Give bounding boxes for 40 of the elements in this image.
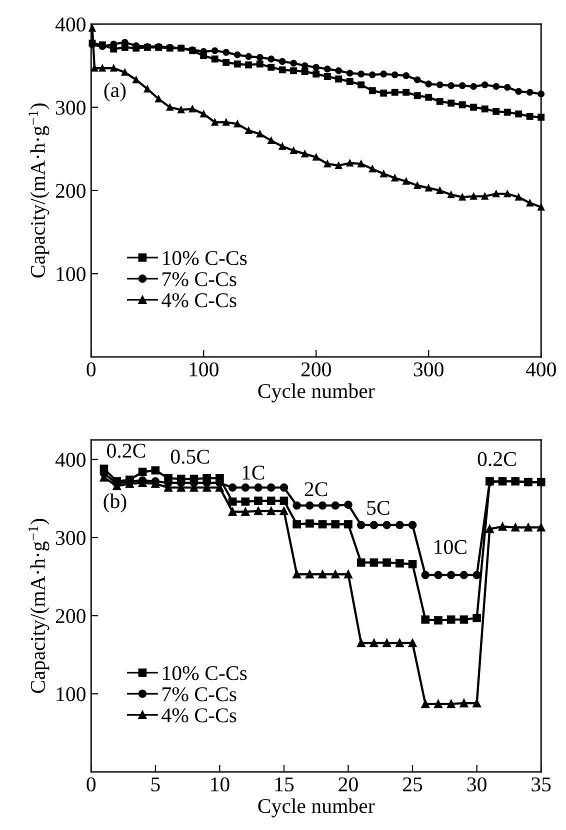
x-tick-label: 100 [190, 362, 218, 376]
x-axis-title: Cycle number [258, 383, 375, 402]
annotation: (a) [104, 82, 126, 102]
y-tick-label: 200 [56, 184, 86, 198]
y-tick-label: 400 [55, 452, 86, 467]
x-tick-label: 5 [151, 778, 160, 792]
y-tick-label: 400 [55, 17, 86, 32]
x-tick-label: 10 [211, 777, 230, 792]
legend-label: 7% C-Cs [162, 272, 236, 286]
x-tick-label: 20 [338, 777, 358, 792]
y-axis-title: Capacity/(mA·h·g$^{−1}$) [28, 518, 50, 693]
annotation: 10C [434, 540, 466, 554]
y-axis-title: Capacity/(mA·h·g$^{−1}$) [28, 103, 50, 278]
legend-label: 10% C-Cs [163, 251, 247, 266]
legend-label: 7% C-Cs [162, 687, 236, 702]
x-tick-label: 400 [526, 362, 556, 376]
x-tick-label: 0 [86, 362, 96, 376]
x-tick-label: 200 [301, 362, 331, 376]
annotation: (b) [104, 494, 126, 512]
y-tick-label: 100 [56, 687, 86, 702]
x-tick-label: 25 [403, 777, 422, 792]
legend-label: 4% C-Cs [162, 708, 236, 722]
legend-label: 4% C-Cs [162, 293, 236, 308]
y-tick-label: 200 [56, 609, 86, 624]
annotation: 0.2C [478, 452, 516, 466]
annotation: 1C [242, 466, 264, 480]
annotation: 2C [304, 482, 328, 496]
x-tick-label: 30 [467, 777, 486, 792]
x-tick-label: 35 [532, 777, 551, 792]
y-tick-label: 300 [56, 100, 86, 115]
y-tick-label: 100 [56, 267, 86, 282]
annotation: 0.5C [170, 450, 209, 464]
y-tick-label: 300 [56, 530, 86, 545]
annotation: 0.2C [107, 444, 146, 458]
x-tick-label: 300 [414, 362, 444, 376]
legend-label: 10% C-Cs [163, 666, 247, 680]
x-axis-title: Cycle number [258, 798, 375, 818]
x-tick-label: 15 [275, 777, 294, 792]
x-tick-label: 0 [86, 777, 96, 792]
annotation: 5C [367, 500, 390, 515]
